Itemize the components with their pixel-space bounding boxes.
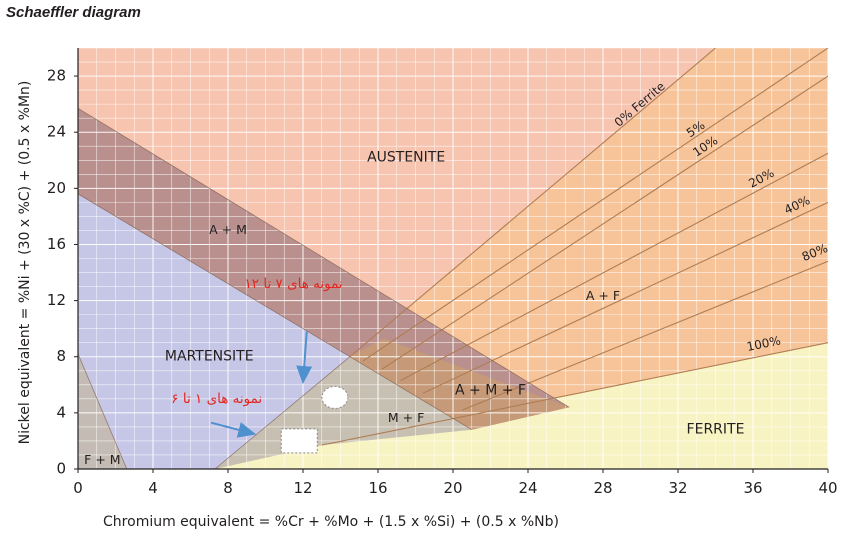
x-tick-label: 32	[668, 479, 687, 497]
x-axis-label: Chromium equivalent = %Cr + %Mo + (1.5 x…	[103, 514, 559, 530]
phase-boundary-line	[349, 356, 473, 431]
iso-ferrite-line	[422, 201, 828, 394]
arrow-samples-7-12	[296, 331, 313, 384]
y-tick-label: 12	[47, 291, 66, 309]
x-tick-label: 4	[148, 479, 158, 497]
x-tick-label: 0	[73, 479, 83, 497]
phase-boundary-line	[78, 107, 570, 408]
y-tick-label: 20	[47, 179, 66, 197]
phase-boundary-line	[78, 193, 351, 358]
iso-ferrite-line	[462, 260, 828, 411]
chart-title: Schaeffler diagram	[6, 4, 141, 21]
x-tick-label: 24	[518, 479, 537, 497]
axes: 0 4 8 12 16 20 24 28 32 36 40 0 4 8 12 16 20 24 28 Chromium…	[17, 48, 838, 530]
x-tick-label: 8	[223, 479, 233, 497]
y-tick-label: 24	[47, 123, 66, 141]
iso-line-label: 100%	[745, 333, 781, 354]
region-labels: AUSTENITE A + M MARTENSITE A + F A + M + F M …	[84, 149, 744, 467]
arrow-samples-1-6	[210, 421, 257, 438]
region-label: FERRITE	[687, 422, 745, 438]
region-label: AUSTENITE	[367, 149, 445, 165]
sample-ellipse-marker	[321, 385, 349, 409]
x-tick-label: 40	[818, 479, 837, 497]
region-label: F + M	[84, 452, 120, 467]
region-label: A + F	[586, 288, 620, 303]
region-label: MARTENSITE	[165, 349, 254, 365]
iso-ferrite-line	[381, 75, 828, 370]
x-tick-label: 16	[368, 479, 387, 497]
sample-rect-marker	[280, 428, 318, 454]
x-tick-label: 12	[293, 479, 312, 497]
y-tick-label: 0	[56, 460, 66, 478]
phase-boundary-line	[78, 353, 128, 469]
x-tick-label: 20	[443, 479, 462, 497]
iso-ferrite-line	[321, 342, 828, 446]
annotations: نمونه های ۷ تا ۱۲ نمونه های ۱ تا ۶	[171, 276, 349, 454]
region-label: A + M + F	[455, 382, 526, 398]
y-axis-label: Nickel equivalent = %Ni + (30 x %C) + (0…	[17, 81, 33, 445]
phase-boundary-line	[214, 356, 351, 469]
iso-ferrite-line	[400, 152, 828, 382]
iso-ferrite-line	[349, 48, 716, 358]
x-tick-label: 28	[593, 479, 612, 497]
a-plus-m-plus-f-region	[349, 338, 570, 430]
y-tick-label: 8	[56, 347, 66, 365]
region-label: A + M	[209, 222, 247, 237]
annotation-samples-7-12: نمونه های ۷ تا ۱۲	[245, 276, 343, 292]
region-label: M + F	[388, 410, 424, 425]
x-tick-label: 36	[743, 479, 762, 497]
iso-ferrite-line	[362, 48, 828, 362]
martensite-region	[78, 193, 350, 469]
y-tick-label: 4	[56, 403, 66, 421]
y-tick-label: 28	[47, 67, 66, 85]
y-tick-label: 16	[47, 235, 66, 253]
annotation-samples-1-6: نمونه های ۱ تا ۶	[171, 391, 262, 407]
